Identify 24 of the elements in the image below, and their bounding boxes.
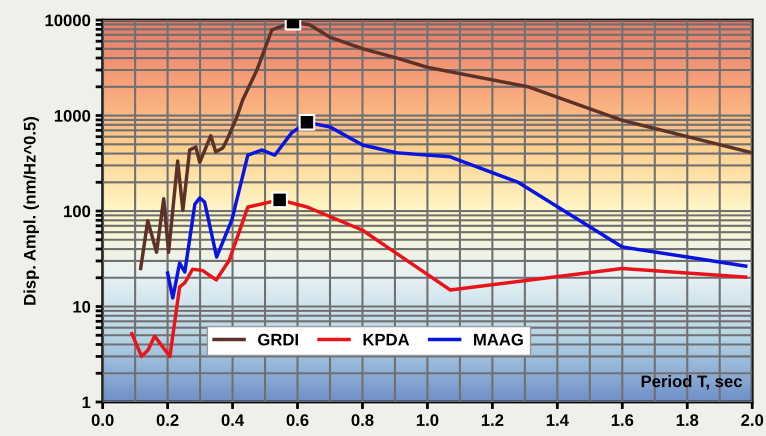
x-tick-label: 1.0 [416,414,438,426]
y-tick-label: 10 [73,300,90,313]
point [298,114,316,131]
y-tick-label: 100 [64,205,90,218]
x-tick-label: 1.4 [546,414,569,426]
x-tick-label: 0.0 [92,414,114,426]
x-axis-title: Period T, sec [642,374,742,390]
y-tick-label: 10000 [46,14,90,26]
line-series [138,20,752,270]
x-tick-label: 0.6 [286,414,308,426]
legend-label: MAAG [474,334,523,346]
y-tick-label: 1 [82,396,90,408]
point [271,192,288,208]
x-tick-label: 0.8 [352,414,374,426]
x-tick-label: 1.8 [676,414,698,426]
x-tick-label: 0.2 [156,414,179,426]
x-tick-label: 1.2 [482,414,504,426]
x-tick-label: 0.4 [222,414,244,426]
x-tick-label: 1.6 [612,414,634,426]
legend-label: KPDA [364,334,410,346]
y-tick-label: 1000 [54,110,90,122]
y-axis-title: Disp. Ampl. (nm/Hz^0.5) [23,117,39,305]
x-tick-label: 2.0 [741,414,764,426]
legend-label: GRDI [258,334,298,346]
